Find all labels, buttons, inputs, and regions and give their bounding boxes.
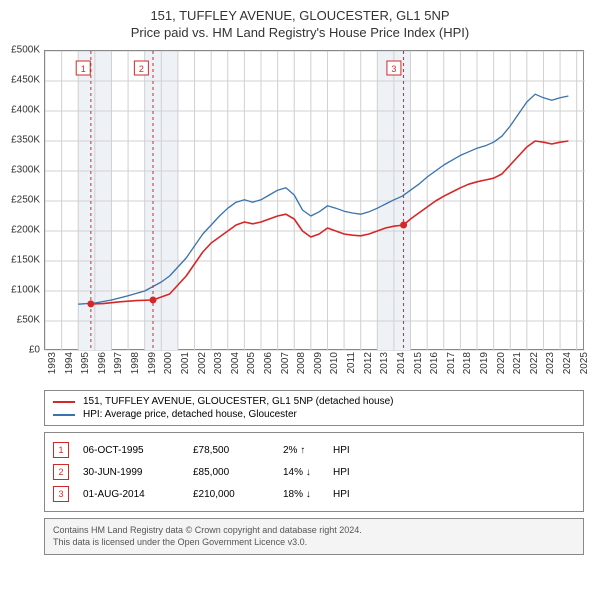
x-tick-label: 2013: [379, 352, 390, 374]
y-tick-label: £50K: [17, 315, 40, 326]
svg-text:2: 2: [139, 64, 144, 74]
x-tick-label: 2000: [163, 352, 174, 374]
transaction-pct: 2% ↑: [283, 445, 333, 456]
chart-area: 1 2 3: [44, 50, 584, 350]
x-tick-label: 2016: [429, 352, 440, 374]
svg-text:1: 1: [81, 64, 86, 74]
legend-label: HPI: Average price, detached house, Glou…: [83, 409, 297, 420]
y-tick-label: £450K: [11, 75, 40, 86]
legend-label: 151, TUFFLEY AVENUE, GLOUCESTER, GL1 5NP…: [83, 396, 394, 407]
x-tick-label: 2024: [562, 352, 573, 374]
x-tick-label: 1997: [113, 352, 124, 374]
legend-swatch: [53, 401, 75, 403]
transaction-row: 2 30-JUN-1999 £85,000 14% ↓ HPI: [53, 461, 575, 483]
y-tick-label: £100K: [11, 285, 40, 296]
x-tick-label: 1999: [147, 352, 158, 374]
x-axis-labels: 1993 1994 1995 1996 1997 1998 1999 2000 2001 2002…: [44, 350, 584, 384]
transaction-price: £85,000: [193, 467, 283, 478]
transaction-vs: HPI: [333, 489, 350, 500]
x-tick-label: 2010: [329, 352, 340, 374]
x-tick-label: 1998: [130, 352, 141, 374]
transaction-price: £78,500: [193, 445, 283, 456]
x-tick-label: 2018: [462, 352, 473, 374]
transactions-box: 1 06-OCT-1995 £78,500 2% ↑ HPI 2 30-JUN-…: [44, 432, 584, 512]
x-tick-label: 2017: [446, 352, 457, 374]
y-tick-label: £300K: [11, 165, 40, 176]
transaction-date: 30-JUN-1999: [83, 467, 193, 478]
title-subtitle: Price paid vs. HM Land Registry's House …: [10, 25, 590, 40]
transaction-marker: 3: [53, 486, 69, 502]
legend-row: HPI: Average price, detached house, Glou…: [53, 408, 575, 421]
y-tick-label: £200K: [11, 225, 40, 236]
x-tick-label: 2021: [512, 352, 523, 374]
x-tick-label: 2002: [197, 352, 208, 374]
x-tick-label: 1996: [97, 352, 108, 374]
x-tick-label: 2014: [396, 352, 407, 374]
y-tick-label: £400K: [11, 105, 40, 116]
transaction-row: 3 01-AUG-2014 £210,000 18% ↓ HPI: [53, 483, 575, 505]
footer-line: Contains HM Land Registry data © Crown c…: [53, 525, 575, 537]
transaction-marker: 1: [53, 442, 69, 458]
y-tick-label: £500K: [11, 45, 40, 56]
transaction-marker: 2: [53, 464, 69, 480]
transaction-vs: HPI: [333, 467, 350, 478]
x-tick-label: 2009: [313, 352, 324, 374]
transaction-date: 01-AUG-2014: [83, 489, 193, 500]
x-tick-label: 1994: [64, 352, 75, 374]
title-block: 151, TUFFLEY AVENUE, GLOUCESTER, GL1 5NP…: [0, 0, 600, 44]
transaction-vs: HPI: [333, 445, 350, 456]
legend-box: 151, TUFFLEY AVENUE, GLOUCESTER, GL1 5NP…: [44, 390, 584, 426]
y-tick-label: £150K: [11, 255, 40, 266]
transaction-pct: 18% ↓: [283, 489, 333, 500]
transaction-row: 1 06-OCT-1995 £78,500 2% ↑ HPI: [53, 439, 575, 461]
y-axis-labels: £0£50K£100K£150K£200K£250K£300K£350K£400…: [0, 50, 44, 350]
x-tick-label: 2004: [230, 352, 241, 374]
x-tick-label: 2007: [280, 352, 291, 374]
x-tick-label: 2020: [496, 352, 507, 374]
chart-svg: 1 2 3: [45, 51, 585, 351]
transaction-pct: 14% ↓: [283, 467, 333, 478]
x-tick-label: 2025: [579, 352, 590, 374]
x-tick-label: 1993: [47, 352, 58, 374]
x-tick-label: 2019: [479, 352, 490, 374]
footer-box: Contains HM Land Registry data © Crown c…: [44, 518, 584, 555]
x-tick-label: 2022: [529, 352, 540, 374]
svg-text:3: 3: [391, 64, 396, 74]
footer-line: This data is licensed under the Open Gov…: [53, 537, 575, 549]
x-tick-label: 2008: [296, 352, 307, 374]
x-tick-label: 2011: [346, 352, 357, 374]
x-tick-label: 2012: [363, 352, 374, 374]
x-tick-label: 2023: [545, 352, 556, 374]
x-tick-label: 1995: [80, 352, 91, 374]
x-tick-label: 2003: [213, 352, 224, 374]
transaction-price: £210,000: [193, 489, 283, 500]
legend-row: 151, TUFFLEY AVENUE, GLOUCESTER, GL1 5NP…: [53, 395, 575, 408]
title-address: 151, TUFFLEY AVENUE, GLOUCESTER, GL1 5NP: [10, 8, 590, 23]
page: 151, TUFFLEY AVENUE, GLOUCESTER, GL1 5NP…: [0, 0, 600, 555]
x-tick-label: 2006: [263, 352, 274, 374]
x-tick-label: 2015: [413, 352, 424, 374]
y-tick-label: £250K: [11, 195, 40, 206]
x-tick-label: 2001: [180, 352, 191, 374]
x-tick-label: 2005: [246, 352, 257, 374]
y-tick-label: £350K: [11, 135, 40, 146]
y-tick-label: £0: [29, 345, 40, 356]
transaction-date: 06-OCT-1995: [83, 445, 193, 456]
legend-swatch: [53, 414, 75, 416]
